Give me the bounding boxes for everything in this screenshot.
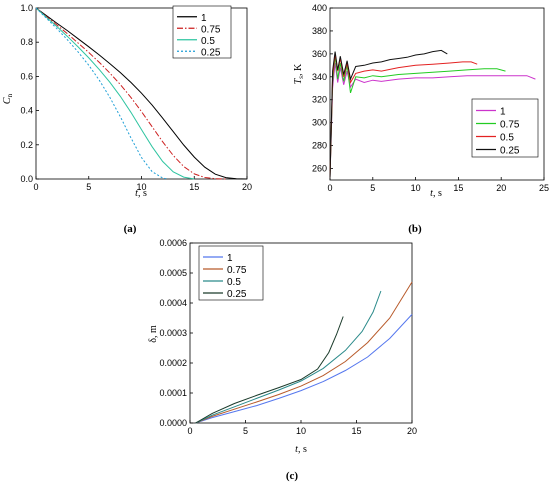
y-tick-label: 0.0000 [159, 418, 187, 428]
panel-label: (b) [408, 223, 422, 235]
x-tick-label: 10 [296, 426, 306, 436]
y-tick-label: 0.0001 [159, 388, 187, 398]
series-line-0.25 [35, 7, 168, 180]
panel-label: (a) [124, 223, 137, 235]
series-line-1 [329, 62, 536, 178]
legend-box [172, 5, 232, 59]
y-tick-label: 0.0 [20, 174, 33, 184]
x-tick-label: 5 [370, 183, 375, 193]
chart-b: 0 5 10 15 20 25 260 280 300 320 340 360 380 400 1 0.75 0… [293, 3, 549, 235]
x-tick-label: 5 [243, 426, 248, 436]
x-tick-label: 20 [496, 183, 506, 193]
chart-a: 0 5 10 15 20 0.0 0.2 0.4 0.6 0.8 1.0 10.750.50.25 t,… [2, 3, 252, 235]
legend: 10.750.50.25 [172, 5, 232, 59]
y-tick-label: 0.6 [20, 71, 33, 81]
x-tick-label: 25 [539, 183, 549, 193]
legend-label: 0.5 [201, 36, 215, 47]
y-tick-label: 340 [312, 72, 327, 82]
y-tick-label: 0.8 [20, 37, 33, 47]
series-line-0.5 [35, 7, 195, 180]
chart-c: 0 5 10 15 20 0.0000 0.0001 0.0002 0.0003 0.0004 0.… [148, 238, 417, 482]
y-tick-label: 0.0005 [159, 268, 187, 278]
series-line-0.75 [195, 281, 413, 424]
series-line-1 [195, 314, 413, 424]
legend: 10.750.50.25 [198, 245, 264, 301]
y-tick-label: 300 [312, 118, 327, 128]
legend-label: 0.75 [227, 265, 247, 276]
y-tick-label: 260 [312, 164, 327, 174]
x-tick-label: 15 [453, 183, 463, 193]
y-tick-label: 360 [312, 49, 327, 59]
series-line-0.75 [35, 7, 226, 180]
x-tick-label: 20 [407, 426, 417, 436]
y-tick-label: 0.0003 [159, 328, 187, 338]
series-line-0.5 [195, 290, 382, 424]
legend: 1 0.75 0.5 0.25 [471, 98, 539, 158]
x-axis-label: t, s [430, 188, 442, 199]
legend-label: 0.5 [227, 277, 241, 288]
legend-box [471, 98, 539, 158]
x-tick-label: 0 [187, 426, 192, 436]
x-axis-label: t, s [135, 188, 147, 199]
x-tick-label: 0 [33, 182, 38, 192]
series-line-1 [35, 7, 248, 180]
x-tick-label: 15 [189, 182, 199, 192]
y-tick-label: 0.2 [20, 140, 33, 150]
x-tick-label: 15 [351, 426, 361, 436]
x-tick-label: 20 [242, 182, 252, 192]
x-axis-label: t, s [295, 444, 307, 455]
legend-label: 0.25 [500, 146, 520, 157]
series-line-0.5 [329, 53, 478, 178]
legend-label: 1 [227, 253, 233, 264]
panel-label: (c) [286, 470, 299, 482]
y-tick-label: 400 [312, 3, 327, 13]
y-tick-label: 0.0004 [159, 298, 187, 308]
legend-label: 1 [201, 13, 207, 24]
legend-label: 0.75 [201, 24, 221, 35]
legend-label: 0.25 [227, 289, 247, 300]
x-tick-label: 10 [136, 182, 146, 192]
y-tick-label: 280 [312, 141, 327, 151]
y-tick-label: 0.0002 [159, 358, 187, 368]
x-tick-label: 5 [86, 182, 91, 192]
legend-label: 0.5 [500, 133, 514, 144]
plot-frame [329, 7, 545, 181]
legend-label: 1 [500, 107, 506, 118]
y-axis-label: Ts, K [293, 63, 305, 84]
legend-label: 0.75 [500, 120, 520, 131]
series-line-0.75 [329, 56, 506, 178]
y-tick-label: 320 [312, 95, 327, 105]
legend-box [198, 245, 264, 301]
y-axis-label: Cn [2, 93, 14, 104]
legend-label: 0.25 [201, 47, 221, 58]
y-tick-label: 0.0006 [159, 238, 187, 248]
x-tick-label: 10 [411, 183, 421, 193]
y-tick-label: 380 [312, 26, 327, 36]
series-line-0.25 [195, 316, 344, 424]
x-tick-label: 0 [327, 183, 332, 193]
series-line-0.25 [329, 49, 448, 178]
y-tick-label: 0.4 [20, 106, 33, 116]
y-tick-label: 1.0 [20, 3, 33, 13]
y-axis-label: δ, m [148, 325, 159, 343]
